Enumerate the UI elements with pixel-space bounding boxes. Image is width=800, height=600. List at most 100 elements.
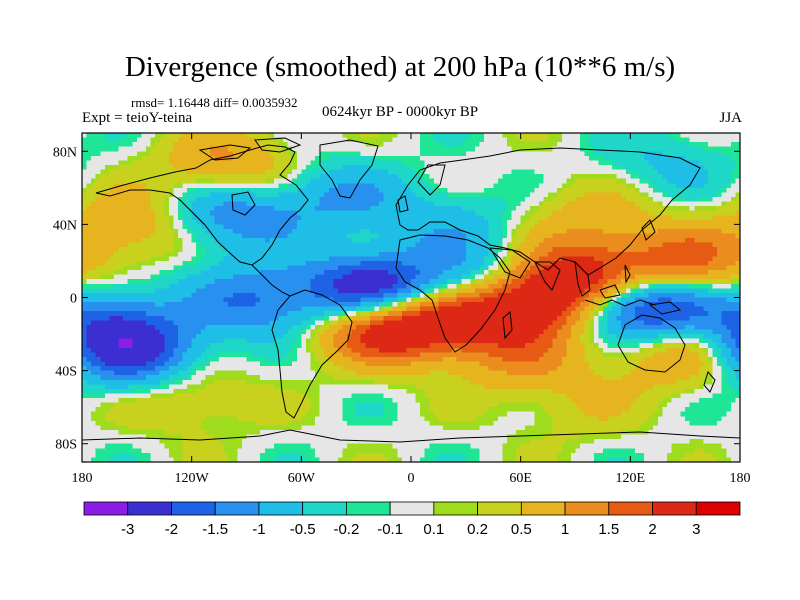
field-cell	[310, 146, 316, 152]
field-cell	[191, 233, 197, 239]
field-cell	[653, 155, 659, 161]
field-cell	[406, 142, 412, 148]
field-cell	[337, 137, 343, 143]
field-cell	[127, 238, 133, 244]
field-cell	[232, 151, 238, 157]
field-cell	[310, 169, 316, 175]
field-cell	[625, 247, 631, 253]
field-cell	[118, 215, 124, 221]
field-cell	[484, 288, 490, 294]
field-cell	[296, 242, 302, 248]
field-cell	[630, 133, 636, 138]
field-cell	[219, 233, 225, 239]
field-cell	[342, 201, 348, 207]
field-cell	[580, 137, 586, 143]
field-cell	[584, 210, 590, 216]
field-cell	[273, 183, 279, 189]
field-cell	[493, 142, 499, 148]
field-cell	[685, 270, 691, 276]
field-cell	[557, 201, 563, 207]
field-cell	[145, 174, 151, 180]
field-cell	[420, 137, 426, 143]
field-cell	[145, 288, 151, 294]
field-cell	[155, 242, 161, 248]
field-cell	[251, 174, 257, 180]
field-cell	[237, 164, 243, 170]
field-cell	[177, 288, 183, 294]
field-cell	[730, 270, 736, 276]
field-cell	[639, 137, 645, 143]
field-cell	[360, 164, 366, 170]
field-cell	[676, 201, 681, 207]
field-cell	[630, 233, 636, 239]
field-cell	[433, 137, 439, 143]
field-cell	[287, 247, 293, 253]
field-cell	[703, 270, 709, 276]
field-cell	[411, 164, 416, 170]
field-cell	[538, 183, 544, 189]
field-cell	[219, 274, 225, 280]
field-cell	[278, 151, 284, 157]
field-cell	[543, 178, 549, 184]
field-cell	[424, 260, 430, 266]
field-cell	[187, 265, 193, 271]
field-cell	[442, 224, 448, 230]
field-cell	[287, 201, 293, 207]
field-cell	[616, 201, 622, 207]
field-cell	[168, 279, 174, 285]
field-cell	[502, 142, 508, 148]
field-cell	[104, 247, 110, 253]
field-cell	[474, 164, 480, 170]
field-cell	[141, 146, 147, 152]
field-cell	[132, 192, 138, 198]
field-cell	[653, 146, 659, 152]
field-cell	[406, 242, 412, 248]
field-cell	[717, 279, 723, 285]
field-cell	[251, 274, 257, 280]
field-cell	[82, 260, 87, 266]
field-cell	[337, 270, 343, 276]
field-cell	[415, 233, 421, 239]
field-cell	[365, 274, 371, 280]
field-cell	[292, 174, 298, 180]
field-cell	[465, 233, 471, 239]
field-cell	[164, 270, 170, 276]
field-cell	[433, 274, 439, 280]
field-cell	[662, 142, 668, 148]
field-cell	[109, 178, 115, 184]
field-cell	[392, 206, 398, 212]
field-cell	[292, 270, 298, 276]
field-cell	[598, 251, 604, 257]
field-cell	[712, 174, 718, 180]
field-cell	[712, 256, 718, 262]
field-cell	[104, 251, 110, 257]
field-cell	[598, 219, 604, 225]
field-cell	[109, 155, 115, 161]
field-cell	[383, 196, 389, 202]
field-cell	[109, 192, 115, 198]
field-cell	[625, 192, 631, 198]
field-cell	[132, 137, 138, 143]
field-cell	[127, 219, 133, 225]
field-cell	[703, 256, 709, 262]
field-cell	[584, 196, 590, 202]
field-cell	[328, 160, 334, 166]
field-cell	[726, 260, 732, 266]
field-cell	[411, 155, 416, 161]
field-cell	[708, 219, 713, 225]
field-cell	[616, 137, 622, 143]
field-cell	[287, 169, 293, 175]
field-cell	[219, 228, 225, 234]
field-cell	[411, 288, 416, 294]
field-cell	[200, 178, 206, 184]
field-cell	[392, 215, 398, 221]
field-cell	[429, 270, 435, 276]
field-cell	[552, 210, 558, 216]
field-cell	[634, 251, 640, 257]
field-cell	[630, 174, 636, 180]
field-cell	[689, 169, 695, 175]
field-cell	[666, 279, 672, 285]
field-cell	[100, 187, 106, 193]
field-cell	[548, 251, 554, 257]
field-cell	[219, 215, 225, 221]
